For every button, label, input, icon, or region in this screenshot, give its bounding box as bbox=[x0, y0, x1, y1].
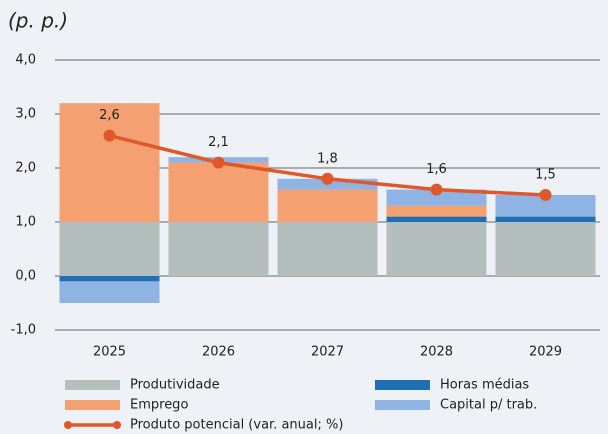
bar-segment bbox=[495, 195, 596, 217]
bar-segment bbox=[386, 189, 487, 206]
y-tick-label: 2,0 bbox=[15, 161, 36, 176]
line-point bbox=[103, 129, 116, 142]
line-point bbox=[321, 172, 334, 185]
x-tick-label: 2025 bbox=[93, 345, 126, 360]
legend-dot bbox=[64, 421, 72, 429]
legend-label: Produto potencial (var. anual; %) bbox=[130, 418, 343, 433]
legend-label: Emprego bbox=[130, 398, 188, 413]
bar-segment bbox=[495, 216, 596, 222]
line-point bbox=[430, 183, 443, 196]
y-tick-label: -1,0 bbox=[11, 323, 36, 338]
bar-segment bbox=[59, 281, 160, 303]
legend-label: Produtividade bbox=[130, 378, 220, 393]
line-point bbox=[212, 156, 225, 169]
y-tick-label: 4,0 bbox=[15, 53, 36, 68]
bar-segment bbox=[59, 222, 160, 276]
legend-swatch bbox=[375, 400, 430, 410]
x-tick-label: 2027 bbox=[311, 345, 344, 360]
legend-swatch bbox=[65, 380, 120, 390]
bar-segment bbox=[59, 276, 160, 282]
chart-title: (p. p.) bbox=[8, 9, 68, 33]
x-tick-label: 2029 bbox=[529, 345, 562, 360]
data-label: 1,6 bbox=[426, 162, 447, 177]
y-tick-label: 0,0 bbox=[15, 269, 36, 284]
x-tick-label: 2026 bbox=[202, 345, 235, 360]
bar-segment bbox=[277, 222, 378, 276]
line-point bbox=[539, 189, 552, 201]
legend-swatch bbox=[65, 400, 120, 410]
bar-segment bbox=[168, 222, 269, 276]
legend-dot bbox=[113, 421, 121, 429]
x-tick-label: 2028 bbox=[420, 345, 453, 360]
bar-segment bbox=[277, 189, 378, 222]
bar-segment bbox=[59, 103, 160, 222]
data-label: 2,1 bbox=[208, 135, 229, 150]
y-tick-label: 3,0 bbox=[15, 107, 36, 122]
data-label: 1,8 bbox=[317, 151, 338, 166]
data-label: 2,6 bbox=[99, 108, 120, 123]
data-label: 1,5 bbox=[535, 168, 556, 183]
bar-segment bbox=[386, 222, 487, 276]
bar-segment bbox=[495, 222, 596, 276]
bar-segment bbox=[168, 162, 269, 222]
bar-segment bbox=[386, 216, 487, 222]
legend-label: Capital p/ trab. bbox=[440, 398, 537, 413]
bar-segment bbox=[386, 205, 487, 217]
legend-swatch bbox=[375, 380, 430, 390]
y-tick-label: 1,0 bbox=[15, 215, 36, 230]
legend-label: Horas médias bbox=[440, 378, 529, 393]
